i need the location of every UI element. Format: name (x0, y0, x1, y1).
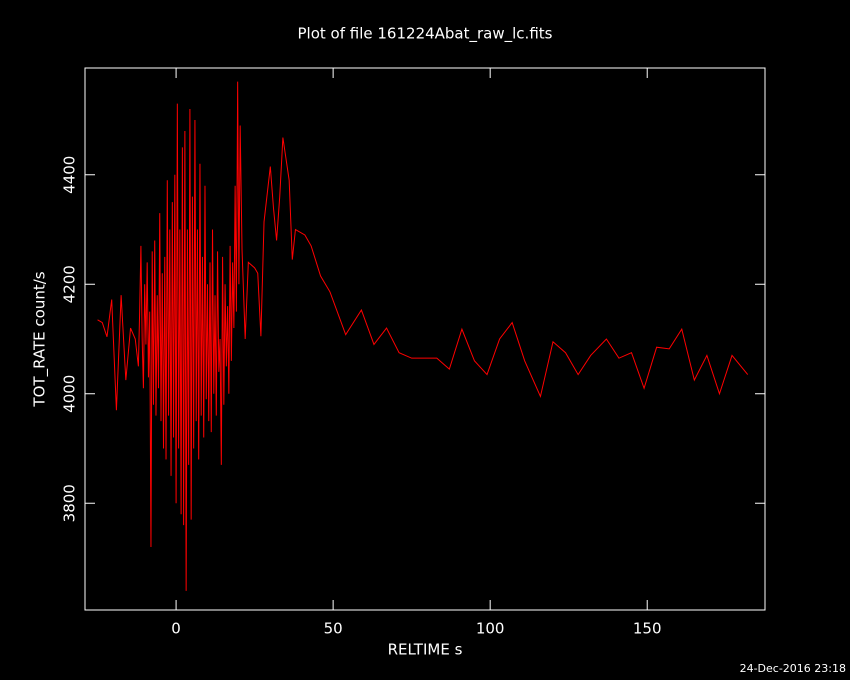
timestamp: 24-Dec-2016 23:18 (740, 662, 846, 675)
y-tick-label: 4200 (61, 265, 79, 303)
y-tick-label: 4000 (61, 375, 79, 413)
y-tick-label: 4400 (61, 156, 79, 194)
x-tick-label: 50 (324, 620, 343, 638)
x-axis-label: RELTIME s (388, 641, 463, 659)
y-tick-label: 3800 (61, 484, 79, 522)
x-tick-label: 150 (633, 620, 662, 638)
x-tick-label: 0 (171, 620, 181, 638)
y-axis-label: TOT_RATE count/s (31, 271, 50, 407)
data-line (97, 81, 749, 591)
x-tick-label: 100 (476, 620, 505, 638)
chart-title: Plot of file 161224Abat_raw_lc.fits (298, 25, 553, 44)
plot-frame (84, 67, 766, 611)
